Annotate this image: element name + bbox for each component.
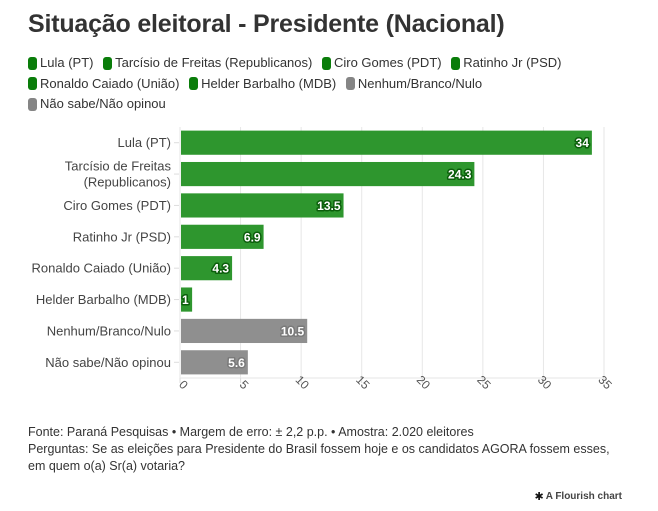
bar[interactable]	[181, 193, 344, 218]
x-tick-label: 35	[595, 373, 615, 393]
value-label: 10.5	[281, 324, 305, 338]
credit-label: A Flourish chart	[545, 491, 622, 502]
flourish-asterisk-icon: ✱	[534, 491, 544, 503]
legend-swatch	[321, 56, 331, 70]
legend-swatch	[345, 77, 355, 90]
value-label: 24.3	[448, 168, 472, 182]
legend-label: Tarcísio de Freitas (Republicanos)	[115, 55, 313, 70]
value-label: 34	[576, 136, 590, 150]
question-note: Perguntas: Se as eleições para President…	[28, 442, 610, 473]
source-note: Fonte: Paraná Pesquisas • Margem de erro…	[28, 425, 474, 439]
x-tick-label: 10	[293, 373, 313, 393]
x-tick-label: 0	[176, 377, 191, 392]
bar[interactable]	[181, 256, 233, 281]
legend-swatch	[451, 56, 461, 70]
x-tick-label: 25	[474, 373, 494, 393]
category-label: Nenhum/Branco/Nulo	[47, 323, 171, 338]
legend-item[interactable]: Helder Barbalho (MDB)	[189, 75, 336, 93]
legend-label: Lula (PT)	[40, 55, 94, 70]
chart-title: Situação eleitoral - Presidente (Naciona…	[28, 10, 505, 38]
bar-chart: 34 Lula (PT) 24.3 Tarcísio de Freitas (Repub…	[32, 127, 615, 393]
category-label-line: Helder Barbalho (MDB)	[36, 292, 171, 307]
legend-item[interactable]: Ronaldo Caiado (União)	[28, 75, 179, 93]
value-label: 13.5	[317, 199, 341, 213]
value-label: 5.6	[228, 356, 245, 370]
category-label: Lula (PT)	[118, 135, 171, 150]
chart-footer: Fonte: Paraná Pesquisas • Margem de erro…	[28, 424, 628, 475]
category-label-line: Não sabe/Não opinou	[45, 355, 171, 370]
value-label: 4.3	[212, 262, 229, 276]
category-label-line: Lula (PT)	[118, 135, 171, 150]
category-label-line: Tarcísio de Freitas	[65, 159, 172, 174]
category-label: Ciro Gomes (PDT)	[63, 198, 171, 213]
value-label: 6.9	[244, 230, 261, 244]
legend-label: Não sabe/Não opinou	[40, 96, 166, 111]
legend-label: Ciro Gomes (PDT)	[333, 55, 442, 70]
category-label: Helder Barbalho (MDB)	[36, 292, 171, 307]
category-label: Ratinho Jr (PSD)	[73, 229, 171, 244]
legend-swatch	[189, 77, 199, 90]
category-label-line: Ratinho Jr (PSD)	[73, 229, 171, 244]
x-tick-label: 30	[535, 373, 555, 393]
legend-item[interactable]: Nenhum/Branco/Nulo	[345, 75, 483, 93]
legend-item[interactable]: Ratinho Jr (PSD)	[451, 54, 561, 72]
legend-label: Ratinho Jr (PSD)	[463, 55, 562, 70]
category-label-line: (Republicanos)	[84, 175, 171, 190]
legend-item[interactable]: Lula (PT)	[28, 54, 93, 72]
legend-swatch	[103, 56, 113, 70]
legend-item[interactable]: Não sabe/Não opinou	[28, 95, 166, 113]
category-label-line: Nenhum/Branco/Nulo	[47, 323, 171, 338]
bar[interactable]	[181, 130, 592, 155]
flourish-credit[interactable]: ✱ A Flourish chart	[534, 490, 622, 503]
legend-swatch	[28, 77, 37, 90]
value-label: 1	[182, 293, 189, 307]
bar[interactable]	[181, 318, 308, 344]
legend-label: Nenhum/Branco/Nulo	[357, 75, 483, 91]
bar[interactable]	[181, 224, 264, 249]
legend-label: Ronaldo Caiado (União)	[40, 75, 180, 91]
x-tick-label: 5	[237, 377, 252, 392]
category-label-line: Ronaldo Caiado (União)	[32, 261, 171, 276]
legend-label: Helder Barbalho (MDB)	[201, 75, 337, 91]
category-label: Ronaldo Caiado (União)	[32, 261, 171, 276]
category-label-line: Ciro Gomes (PDT)	[63, 198, 171, 213]
legend-item[interactable]: Ciro Gomes (PDT)	[321, 54, 442, 72]
x-tick-label: 15	[353, 373, 373, 393]
legend-swatch	[28, 97, 37, 111]
legend-item[interactable]: Tarcísio de Freitas (Republicanos)	[103, 54, 312, 72]
legend: Lula (PT) Tarcísio de Freitas (Republica…	[28, 54, 628, 116]
bar[interactable]	[181, 287, 193, 312]
x-tick-label: 20	[414, 373, 434, 393]
category-label: Não sabe/Não opinou	[45, 355, 171, 370]
bar[interactable]	[181, 161, 475, 187]
bar[interactable]	[181, 350, 248, 375]
category-label: Tarcísio de Freitas (Republicanos)	[65, 159, 172, 190]
legend-swatch	[28, 56, 37, 70]
